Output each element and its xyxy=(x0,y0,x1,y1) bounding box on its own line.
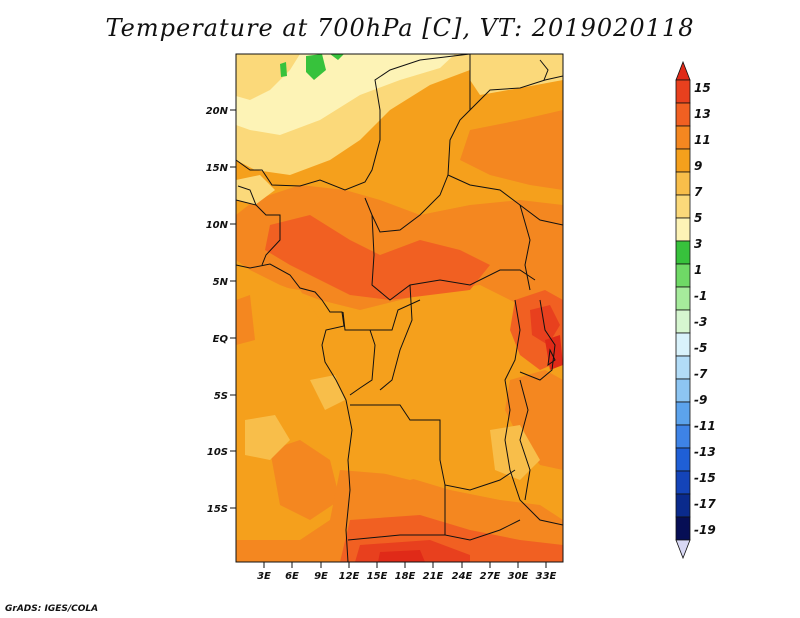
lon-tick-label: 18E xyxy=(395,571,416,582)
lat-tick-label: 15N xyxy=(206,163,229,174)
colorbar-label: -11 xyxy=(694,419,716,433)
colorbar xyxy=(675,60,691,560)
colorbar-label: 15 xyxy=(694,81,711,95)
colorbar-segment xyxy=(675,470,691,495)
colorbar-segment xyxy=(675,378,691,403)
lon-tick-label: 3E xyxy=(257,571,271,582)
colorbar-label: 11 xyxy=(694,133,711,147)
colorbar-labels: 15 13 11 9 7 5 3 1 -1 -3 -5 -7 -9 -11 -1… xyxy=(694,81,716,537)
colorbar-label: 3 xyxy=(694,237,702,251)
lat-tick-label: 15S xyxy=(207,504,228,515)
colorbar-over-arrow xyxy=(675,60,691,81)
lat-tick-label: 5S xyxy=(214,391,228,402)
colorbar-segment xyxy=(675,171,691,196)
colorbar-label: -3 xyxy=(694,315,707,329)
colorbar-segment xyxy=(675,240,691,265)
colorbar-label: 1 xyxy=(694,263,702,277)
colorbar-segment xyxy=(675,148,691,173)
colorbar-segment xyxy=(675,493,691,518)
lon-tick-label: 12E xyxy=(339,571,360,582)
lon-tick-label: 9E xyxy=(314,571,328,582)
lat-tick-label: 10S xyxy=(207,447,228,458)
colorbar-segment xyxy=(675,401,691,426)
colorbar-label: 5 xyxy=(694,211,702,225)
colorbar-label: -9 xyxy=(694,393,707,407)
colorbar-label: -19 xyxy=(694,523,716,537)
lon-tick-label: 21E xyxy=(423,571,444,582)
colorbar-segment xyxy=(675,217,691,242)
colorbar-label: -15 xyxy=(694,471,716,485)
lat-tick-label: 5N xyxy=(213,277,229,288)
map-title: Temperature at 700hPa [C], VT: 201902011… xyxy=(105,14,695,42)
colorbar-label: -7 xyxy=(694,367,708,381)
colorbar-segment xyxy=(675,286,691,311)
colorbar-label: -1 xyxy=(694,289,707,303)
longitude-axis xyxy=(263,562,547,568)
temperature-field xyxy=(236,54,563,562)
colorbar-segment xyxy=(675,102,691,127)
colorbar-segment xyxy=(675,309,691,334)
lon-tick-label: 15E xyxy=(367,571,388,582)
lon-tick-label: 33E xyxy=(536,571,557,582)
colorbar-segment xyxy=(675,424,691,449)
colorbar-label: -13 xyxy=(694,445,716,459)
country-borders xyxy=(236,54,563,562)
lon-tick-label: 24E xyxy=(452,571,473,582)
colorbar-segment xyxy=(675,79,691,104)
colorbar-segment xyxy=(675,332,691,357)
colorbar-label: 7 xyxy=(694,185,703,199)
colorbar-label: 9 xyxy=(694,159,702,173)
colorbar-segment xyxy=(675,194,691,219)
lat-tick-label: EQ xyxy=(213,334,229,345)
colorbar-segment xyxy=(675,516,691,541)
lon-tick-label: 27E xyxy=(480,571,501,582)
lat-tick-label: 20N xyxy=(206,106,229,117)
colorbar-segment xyxy=(675,125,691,150)
latitude-axis xyxy=(230,109,236,509)
colorbar-label: -17 xyxy=(694,497,716,511)
colorbar-under-arrow xyxy=(675,539,691,560)
colorbar-segment xyxy=(675,355,691,380)
colorbar-label: -5 xyxy=(694,341,707,355)
lon-tick-label: 30E xyxy=(508,571,529,582)
lon-tick-label: 6E xyxy=(285,571,299,582)
colorbar-segment xyxy=(675,447,691,472)
grads-credit: GrADS: IGES/COLA xyxy=(5,604,99,614)
map-frame xyxy=(235,53,564,563)
colorbar-segment xyxy=(675,263,691,288)
colorbar-label: 13 xyxy=(694,107,711,121)
lat-tick-label: 10N xyxy=(206,220,229,231)
